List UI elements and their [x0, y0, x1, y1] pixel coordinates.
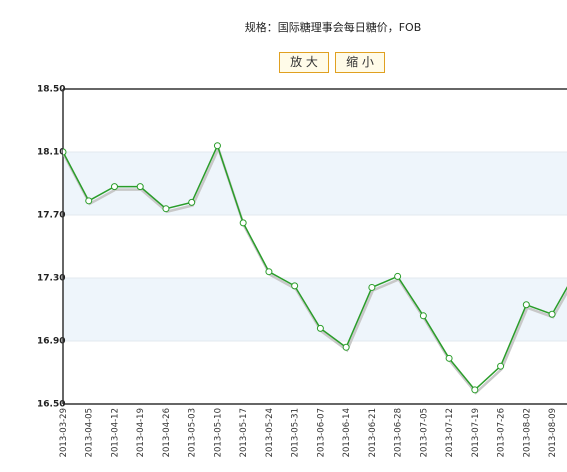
point: [162, 205, 170, 213]
x-tick-label: 2013-06-21: [368, 408, 378, 457]
x-tick-label: 2013-03-29: [59, 408, 69, 457]
plot: [63, 142, 567, 395]
x-tick-label: 2013-04-19: [136, 408, 146, 457]
point: [394, 272, 402, 280]
x-tick-label: 2013-06-14: [342, 408, 352, 457]
x-tick-label: 2013-05-17: [239, 408, 249, 457]
x-tick-label: 2013-06-07: [316, 408, 326, 457]
x-tick-label: 2013-05-03: [188, 408, 198, 457]
x-tick-label: 2013-07-12: [445, 408, 455, 457]
point: [85, 197, 93, 205]
chart-title: 规格：国际糖理事会每日糖价，FOB: [245, 20, 422, 34]
point: [110, 183, 118, 191]
point: [136, 183, 144, 191]
point: [213, 142, 221, 150]
point: [63, 148, 67, 156]
point: [419, 312, 427, 320]
y-tick-label: 17.30: [37, 274, 65, 284]
y-tick-label: 16.50: [37, 400, 65, 410]
x-tick-label: 2013-05-24: [265, 408, 275, 457]
point: [188, 198, 196, 206]
point: [291, 282, 299, 290]
x-tick-label: 2013-04-26: [162, 408, 172, 457]
point: [522, 301, 530, 309]
y-tick-label: 16.90: [37, 337, 65, 347]
y-tick-label: 17.70: [37, 211, 65, 221]
x-tick-label: 2013-04-12: [110, 408, 120, 457]
point: [445, 354, 453, 362]
x-tick-label: 2013-06-28: [394, 408, 404, 457]
x-tick-label: 2013-05-31: [291, 408, 301, 457]
zoom-button[interactable]: 缩 小: [335, 52, 385, 73]
x-tick-label: 2013-07-19: [471, 408, 481, 457]
x-tick-label: 2013-07-26: [497, 408, 507, 457]
x-tick-label: 2013-04-05: [85, 408, 95, 457]
grid-band: [63, 152, 567, 215]
point: [548, 310, 556, 318]
x-tick-label: 2013-08-02: [522, 408, 532, 457]
zoom-button[interactable]: 放 大: [279, 52, 329, 73]
point: [368, 283, 376, 291]
point: [316, 324, 324, 332]
x-tick-label: 2013-05-10: [213, 408, 223, 457]
point: [471, 386, 479, 394]
y-tick-label: 18.50: [37, 85, 65, 95]
x-tick-label: 2013-08-09: [548, 408, 558, 457]
y-tick-label: 18.10: [37, 148, 65, 158]
point: [497, 362, 505, 370]
x-tick-label: 2013-07-05: [419, 408, 429, 457]
grid-band: [63, 278, 567, 341]
point: [342, 343, 350, 351]
point: [265, 268, 273, 276]
point: [239, 219, 247, 227]
